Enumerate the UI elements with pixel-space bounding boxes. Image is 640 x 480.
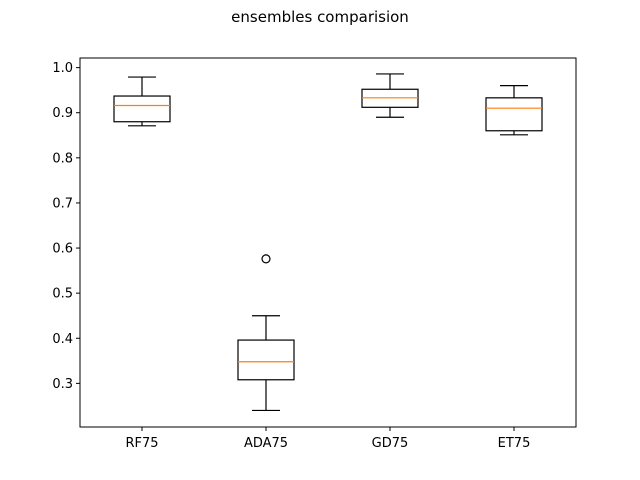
y-tick-label: 0.7: [52, 196, 73, 211]
x-tick-label: GD75: [372, 436, 409, 451]
x-tick-label: RF75: [125, 436, 158, 451]
x-axis: RF75 ADA75 GD75 ET75: [125, 427, 530, 451]
iqr-box: [237, 339, 295, 381]
x-tick-label: ADA75: [244, 436, 288, 451]
iqr-box: [485, 97, 543, 132]
plot-area: [79, 57, 577, 428]
y-tick-label: 0.3: [52, 377, 73, 392]
y-tick-label: 0.5: [52, 287, 73, 302]
box-et75: [485, 85, 543, 136]
y-tick-label: 1.0: [52, 61, 73, 76]
box-ada75: [237, 254, 295, 412]
boxes: [113, 73, 543, 412]
chart-title: ensembles comparision: [231, 8, 409, 26]
iqr-box: [113, 95, 171, 123]
y-axis: 0.3 0.4 0.5 0.6 0.7 0.8 0.9 1.0: [52, 61, 80, 392]
y-tick-label: 0.8: [52, 151, 73, 166]
box-rf75: [113, 76, 171, 127]
y-tick-label: 0.6: [52, 242, 73, 257]
box-gd75: [361, 73, 419, 118]
y-tick-label: 0.4: [52, 332, 73, 347]
y-tick-label: 0.9: [52, 106, 73, 121]
flier-point: [261, 254, 271, 264]
x-tick-label: ET75: [498, 436, 531, 451]
